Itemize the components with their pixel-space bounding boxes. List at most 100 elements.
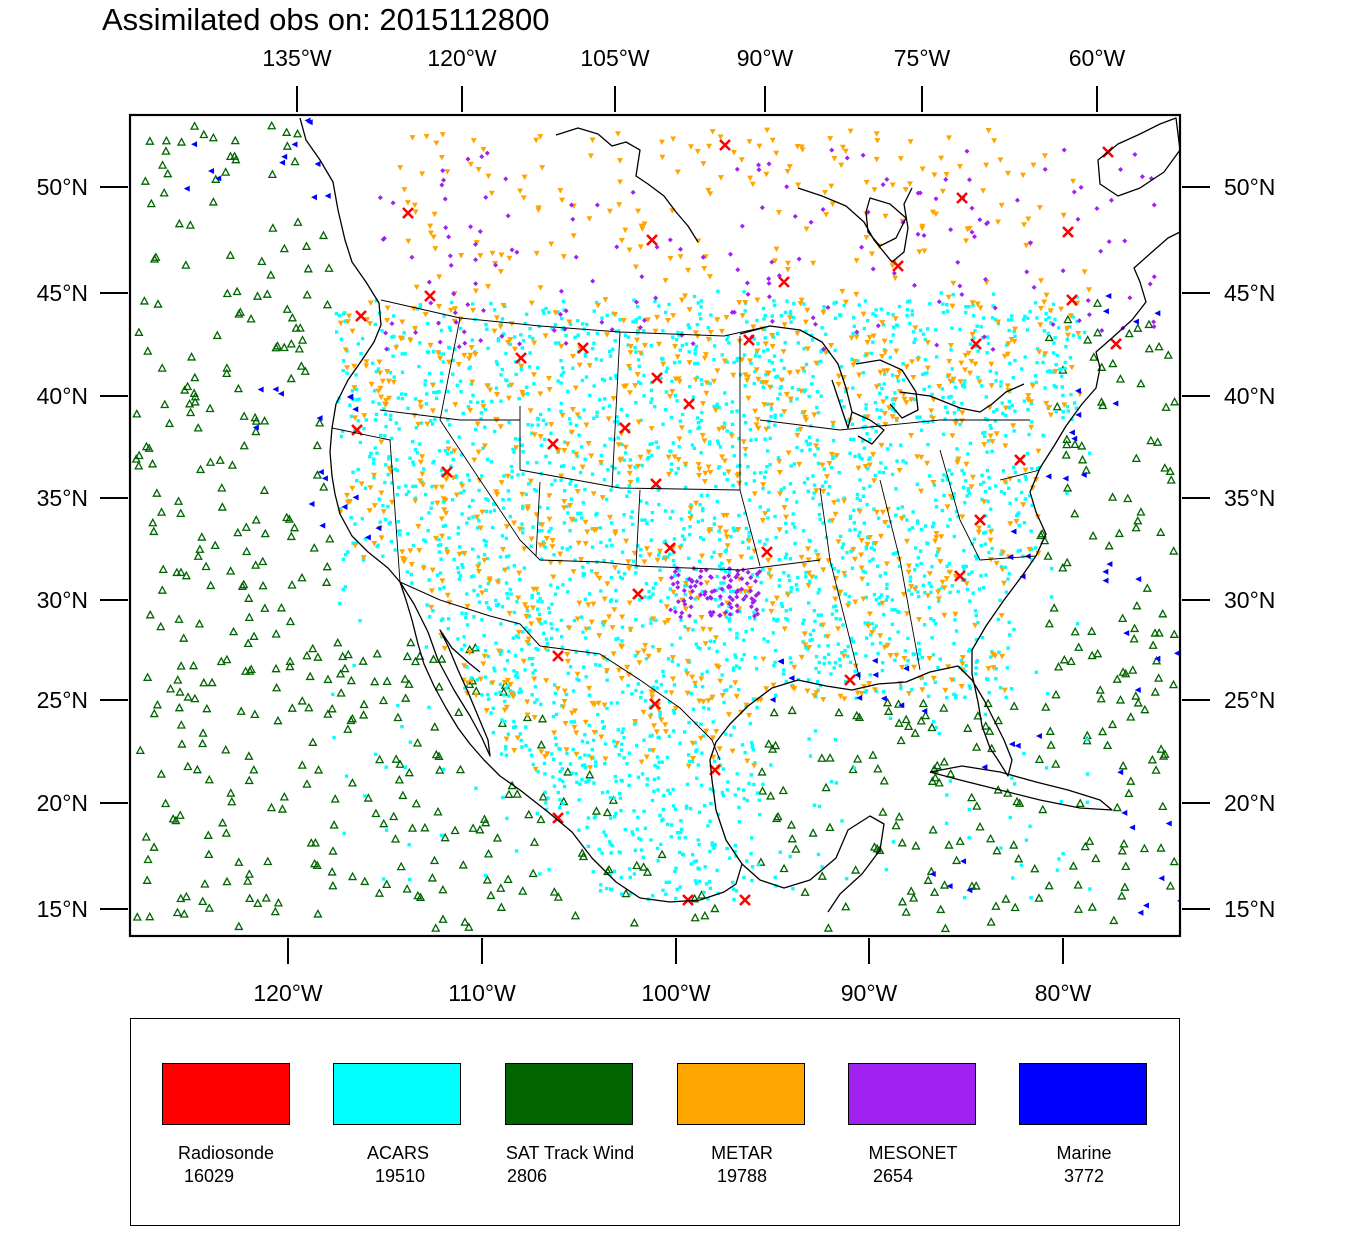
acars-marker: [752, 479, 757, 483]
metar-marker: [832, 511, 839, 518]
acars-marker: [762, 317, 766, 321]
acars-marker: [610, 464, 614, 469]
acars-marker: [671, 787, 675, 792]
acars-marker: [962, 548, 966, 553]
sat-track-wind-marker: [244, 612, 254, 622]
sat-track-wind-marker: [156, 769, 166, 778]
acars-marker: [561, 370, 566, 375]
acars-marker: [578, 415, 582, 420]
acars-marker: [485, 457, 490, 462]
acars-marker: [766, 571, 771, 575]
metar-marker: [863, 235, 870, 241]
acars-marker: [397, 427, 401, 431]
acars-marker: [761, 385, 765, 389]
acars-marker: [357, 397, 361, 401]
acars-marker: [633, 848, 638, 853]
acars-marker: [907, 528, 912, 532]
sat-track-wind-marker: [1124, 328, 1134, 338]
acars-marker: [626, 335, 631, 339]
sat-track-wind-marker: [882, 697, 893, 707]
acars-marker: [848, 660, 853, 664]
metar-marker: [829, 518, 836, 524]
right-tick-label: 30°N: [1224, 587, 1275, 613]
acars-marker: [492, 429, 497, 434]
metar-marker: [957, 379, 964, 385]
acars-marker: [396, 703, 400, 708]
acars-marker: [503, 304, 507, 309]
acars-marker: [687, 325, 691, 330]
acars-marker: [651, 592, 655, 596]
mesonet-marker: [465, 156, 471, 162]
mesonet-marker: [672, 569, 678, 575]
metar-marker: [401, 187, 408, 193]
metar-marker: [386, 466, 393, 472]
acars-marker: [964, 663, 968, 668]
sat-track-wind-marker: [909, 893, 919, 902]
acars-marker: [483, 407, 488, 412]
mesonet-marker: [854, 329, 860, 335]
acars-marker: [494, 386, 499, 390]
metar-marker: [472, 351, 479, 358]
mesonet-marker: [443, 225, 449, 231]
acars-marker: [492, 308, 497, 312]
metar-marker: [589, 700, 596, 707]
acars-marker: [484, 322, 488, 327]
sat-track-wind-marker: [1066, 656, 1076, 665]
acars-marker: [882, 372, 887, 376]
acars-marker: [712, 358, 716, 362]
acars-marker: [791, 315, 796, 320]
acars-marker: [784, 609, 788, 613]
acars-marker: [503, 667, 507, 671]
marine-marker: [903, 665, 910, 672]
acars-marker: [1059, 374, 1064, 379]
acars-marker: [477, 600, 482, 604]
sat-track-wind-marker: [1046, 740, 1056, 749]
sat-track-wind-marker: [282, 127, 292, 136]
acars-marker: [504, 536, 509, 541]
sat-track-wind-marker: [199, 677, 209, 687]
metar-marker: [702, 352, 709, 358]
mesonet-marker: [1151, 324, 1157, 330]
acars-marker: [404, 484, 408, 488]
acars-marker: [514, 725, 518, 729]
metar-marker: [882, 422, 889, 428]
acars-marker: [745, 320, 749, 324]
acars-marker: [897, 610, 901, 614]
acars-marker: [451, 372, 455, 376]
acars-marker: [484, 600, 489, 605]
acars-marker: [669, 415, 674, 420]
acars-marker: [471, 574, 476, 578]
acars-marker: [627, 867, 632, 871]
acars-marker: [1065, 491, 1069, 495]
acars-marker: [661, 422, 665, 426]
acars-marker: [351, 470, 355, 474]
metar-marker: [814, 553, 821, 559]
bottom-tick-label: 110°W: [448, 980, 516, 1006]
acars-marker: [612, 739, 616, 743]
acars-marker: [573, 335, 577, 339]
acars-marker: [1041, 360, 1045, 365]
metar-marker: [654, 557, 661, 564]
acars-marker: [915, 415, 919, 419]
acars-marker: [612, 869, 617, 873]
sat-track-wind-marker: [1083, 335, 1093, 344]
sat-track-wind-marker: [1150, 628, 1160, 637]
acars-marker: [1020, 367, 1024, 371]
sat-track-wind-marker: [183, 692, 193, 701]
acars-marker: [673, 393, 678, 398]
radiosonde-marker: [632, 588, 644, 600]
acars-marker: [708, 819, 712, 823]
acars-marker: [631, 320, 635, 324]
sat-track-wind-marker: [156, 507, 167, 516]
metar-marker: [676, 379, 683, 385]
acars-marker: [514, 372, 518, 377]
metar-marker: [1065, 332, 1072, 339]
sat-track-wind-marker: [1118, 613, 1128, 622]
acars-marker: [617, 422, 621, 426]
metar-marker: [1020, 172, 1027, 179]
metar-marker: [605, 416, 612, 422]
acars-marker: [1024, 477, 1028, 481]
acars-marker: [885, 586, 889, 591]
metar-marker: [367, 300, 374, 306]
acars-marker: [381, 554, 385, 558]
